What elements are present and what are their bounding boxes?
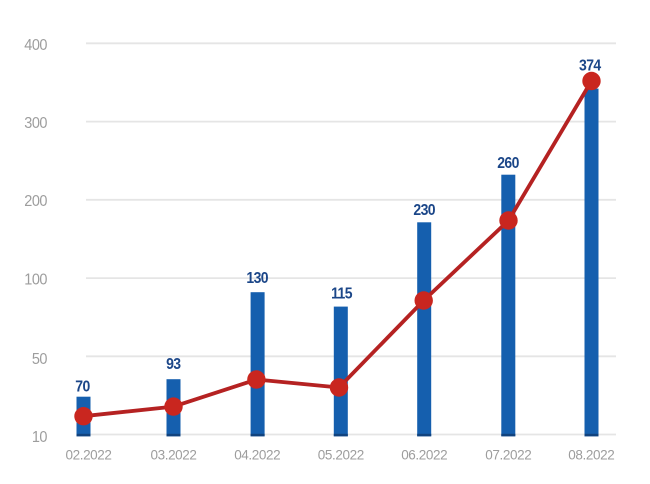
svg-text:70: 70 [75, 379, 90, 396]
svg-text:05.2022: 05.2022 [318, 448, 364, 463]
svg-text:115: 115 [331, 286, 352, 303]
svg-text:200: 200 [24, 193, 47, 211]
svg-text:04.2022: 04.2022 [234, 448, 280, 463]
svg-text:07.2022: 07.2022 [485, 448, 531, 463]
svg-text:300: 300 [24, 115, 47, 133]
svg-text:260: 260 [497, 156, 519, 173]
svg-text:50: 50 [32, 350, 47, 368]
svg-text:10: 10 [32, 428, 47, 446]
svg-text:130: 130 [246, 270, 268, 287]
svg-text:400: 400 [24, 36, 47, 54]
svg-text:06.2022: 06.2022 [401, 448, 447, 463]
svg-text:230: 230 [413, 202, 435, 219]
svg-text:93: 93 [166, 356, 181, 373]
svg-text:03.2022: 03.2022 [151, 448, 197, 463]
svg-text:374: 374 [579, 58, 602, 75]
svg-text:02.2022: 02.2022 [66, 448, 112, 463]
svg-text:08.2022: 08.2022 [568, 448, 614, 463]
svg-text:100: 100 [24, 271, 47, 289]
